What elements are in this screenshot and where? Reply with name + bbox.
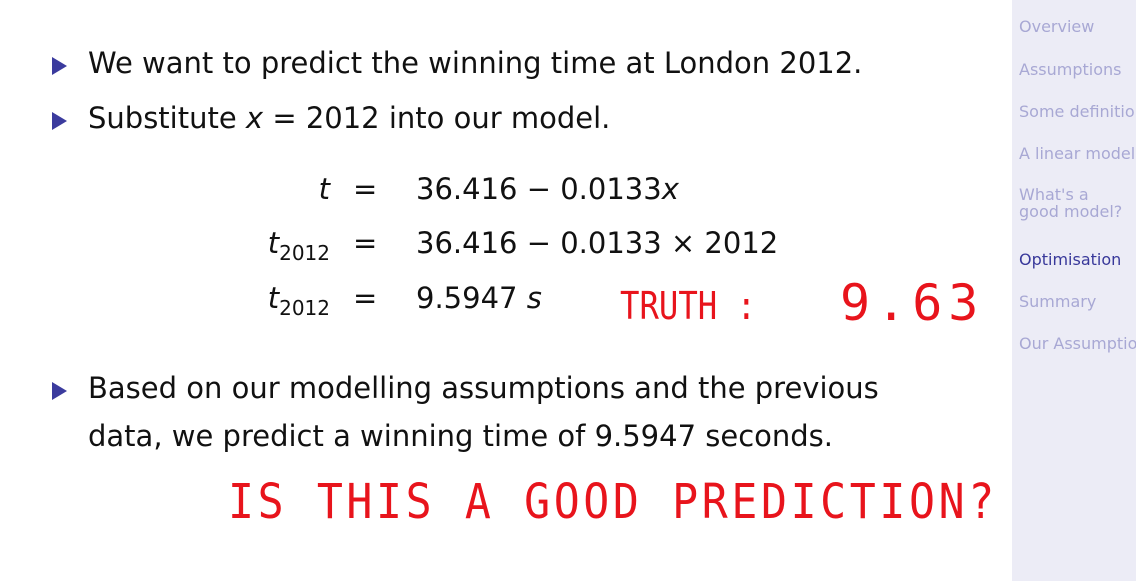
eq-rhs: 36.416 − 0.0133 × 2012 xyxy=(416,226,779,260)
nav-item[interactable]: A linear model xyxy=(1019,144,1136,163)
nav-item-active[interactable]: Optimisation xyxy=(1019,250,1122,269)
bullet-marker xyxy=(52,57,67,75)
nav-item[interactable]: What's a good model? xyxy=(1019,185,1123,221)
nav-item[interactable]: Our Assumptions xyxy=(1019,334,1136,353)
text: = 2012 into our model. xyxy=(272,101,611,135)
bullet-marker xyxy=(52,112,67,130)
eq-lhs: t2012 xyxy=(180,281,330,320)
math-var: t xyxy=(267,281,280,315)
math-var: x xyxy=(245,101,264,135)
text: Substitute xyxy=(88,101,237,135)
text: 36.416 − 0.0133 xyxy=(416,172,662,206)
eq-rhs: 36.416 − 0.0133x xyxy=(416,172,679,206)
bullet-text: data, we predict a winning time of 9.594… xyxy=(88,419,834,453)
handwritten-note: IS THIS A GOOD PREDICTION? xyxy=(228,474,998,530)
subscript: 2012 xyxy=(279,295,330,320)
math-var: t xyxy=(267,226,280,260)
bullet-text: Based on our modelling assumptions and t… xyxy=(88,371,879,405)
nav-item[interactable]: Assumptions xyxy=(1019,60,1122,79)
nav-item[interactable]: Overview xyxy=(1019,17,1095,36)
subscript: 2012 xyxy=(279,240,330,265)
eq-rel: = xyxy=(353,281,378,315)
text: 9.5947 xyxy=(416,281,518,315)
eq-lhs: t xyxy=(180,172,330,206)
nav-item[interactable]: Summary xyxy=(1019,292,1097,311)
sidebar: Overview Assumptions Some definitions A … xyxy=(1012,0,1136,581)
eq-rel: = xyxy=(353,172,378,206)
bullet-marker xyxy=(52,382,67,400)
eq-rel: = xyxy=(353,226,378,260)
handwritten-note: 9.63 xyxy=(840,274,985,332)
bullet-text: Substitute x = 2012 into our model. xyxy=(88,101,610,135)
math-var: s xyxy=(526,281,542,315)
bullet-text: We want to predict the winning time at L… xyxy=(88,46,863,80)
handwritten-note: TRUTH : xyxy=(620,284,757,328)
math-var: t xyxy=(318,172,330,206)
eq-lhs: t2012 xyxy=(180,226,330,265)
math-var: x xyxy=(661,172,679,206)
nav-item[interactable]: Some definitions xyxy=(1019,102,1136,121)
eq-rhs: 9.5947 s xyxy=(416,281,542,315)
